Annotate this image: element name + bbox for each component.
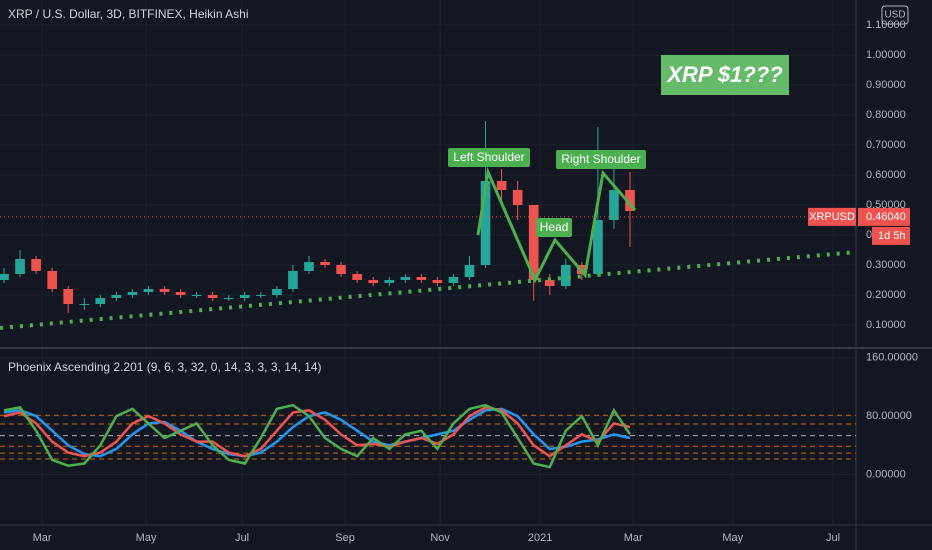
candle-body [223,297,234,299]
y-tick-label: 0.20000 [866,289,906,301]
indicator-line [3,406,631,458]
candle-body [127,291,138,295]
indicator-title: Phoenix Ascending 2.201 (9, 6, 3, 32, 0,… [8,360,322,374]
marks [0,120,856,469]
indicator-line [3,403,632,469]
symbol-label-box [808,207,856,226]
candle-body [496,180,507,190]
candle-body [95,297,106,304]
y-tick-label: 0.70000 [866,139,906,151]
candle-body [336,264,346,274]
countdown: 1d 5h [878,230,906,242]
countdown-box [872,226,910,245]
y-tick-label: 0.60000 [866,169,906,181]
candle-body [400,276,411,280]
candle-body [368,279,379,283]
candle-body [175,291,186,295]
annotation-box [661,55,789,95]
candle-body [464,264,475,277]
x-tick-label: Mar [624,532,643,544]
candle-body [272,288,282,295]
annotation-box [448,148,530,167]
pattern-line [476,166,637,284]
x-tick-label: Sep [335,532,355,544]
candle-body [609,189,619,220]
candle-body [625,189,635,211]
symbol-title: XRP / U.S. Dollar, 3D, BITFINEX, Heikin … [8,7,249,21]
candle-body [480,180,491,265]
candle-body [63,288,74,304]
grid [0,0,856,525]
candle-body [384,279,395,283]
candle-body [0,273,9,280]
candle-body [512,189,523,205]
y-tick-label: 0.10000 [866,319,906,331]
y-tick-label: 0.00000 [866,468,906,480]
candle-body [352,273,362,280]
candle-body [47,270,57,289]
annotation: Right Shoulder [561,152,640,166]
y-tick-label: 80.00000 [866,410,912,422]
y-tick-label: 1.10000 [866,19,906,31]
x-tick-label: 2021 [528,532,552,544]
x-tick-label: May [136,532,157,544]
candle-body [320,261,330,265]
candle-body [111,294,122,298]
x-tick-label: Mar [33,532,52,544]
candle-body [15,258,25,274]
x-tick-label: Jul [235,532,249,544]
candle-body [79,303,90,305]
candle-body [544,279,555,286]
candle-body [256,294,266,296]
candle-body [593,219,603,274]
currency[interactable]: USD [884,10,905,21]
annotation-box [536,218,572,237]
y-tick-label: 160.00000 [866,352,918,364]
symbol-label: XRPUSD [809,211,855,223]
y-tick-label: 0.30000 [866,259,906,271]
x-tick-label: Jul [826,532,840,544]
candle-body [143,288,154,292]
candle-body [207,294,218,298]
candle-body [528,204,539,280]
candle-body [560,264,571,286]
currency-button[interactable] [881,5,909,25]
candle-body [304,261,314,271]
x-tick-label: Nov [430,532,450,544]
price-label-box [858,207,910,226]
y-tick-label: 0.90000 [866,79,906,91]
annotation: XRP $1??? [665,62,782,87]
candle-body [432,279,443,283]
annotation: Head [540,220,569,234]
candle-body [31,258,41,271]
price-label: 0.46040 [866,211,906,223]
x-tick-label: May [722,532,743,544]
annotation-box [556,150,646,169]
y-tick-label: 1.00000 [866,49,906,61]
candle-body [239,294,250,298]
candle-body [416,276,427,280]
annotation: Left Shoulder [453,150,524,164]
y-tick-label: 0.80000 [866,109,906,121]
candle-body [191,294,202,296]
candle-body [288,270,298,289]
candle-body [159,288,170,292]
candle-body [448,276,459,283]
